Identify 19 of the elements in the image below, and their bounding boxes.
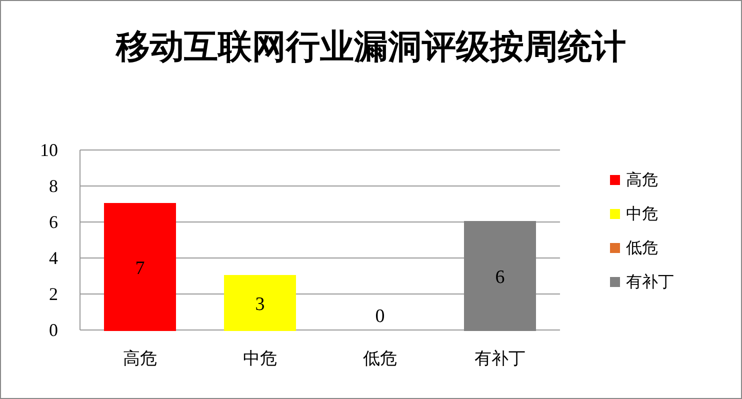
y-tick-label: 4 [49,248,58,268]
data-label: 0 [375,306,385,327]
y-tick-label: 0 [49,320,58,340]
y-tick-label: 8 [49,176,58,196]
y-tick-label: 2 [49,284,58,304]
legend-label: 有补丁 [626,272,674,291]
legend-label: 低危 [626,238,658,257]
y-tick-label: 6 [49,212,58,232]
data-label: 7 [135,258,145,279]
legend-label: 高危 [626,170,658,189]
data-label: 3 [255,294,265,315]
legend-label: 中危 [626,204,658,223]
data-label: 6 [495,267,505,288]
chart-title: 移动互联网行业漏洞评级按周统计 [115,27,626,67]
x-tick-label: 中危 [243,349,277,369]
x-tick-label: 有补丁 [474,349,526,369]
x-tick-label: 高危 [123,349,157,369]
y-tick-label: 10 [40,140,58,160]
x-tick-label: 低危 [363,349,397,369]
